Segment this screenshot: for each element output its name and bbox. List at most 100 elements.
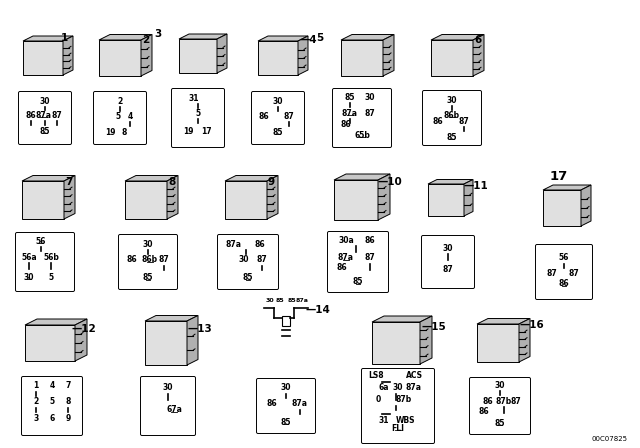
Text: 86: 86 bbox=[267, 400, 277, 409]
Text: 30: 30 bbox=[495, 380, 505, 389]
Polygon shape bbox=[341, 34, 394, 40]
Text: 30: 30 bbox=[266, 297, 275, 302]
Polygon shape bbox=[431, 40, 473, 76]
Text: 56a: 56a bbox=[21, 253, 37, 262]
Text: 86: 86 bbox=[483, 396, 493, 405]
Text: 30: 30 bbox=[365, 92, 375, 102]
FancyBboxPatch shape bbox=[422, 236, 474, 289]
Text: —14: —14 bbox=[306, 305, 331, 315]
Polygon shape bbox=[383, 34, 394, 76]
Polygon shape bbox=[378, 174, 390, 220]
Text: 86: 86 bbox=[479, 408, 490, 417]
Text: 86: 86 bbox=[559, 280, 570, 289]
Polygon shape bbox=[258, 41, 298, 75]
Text: 2: 2 bbox=[142, 35, 149, 45]
FancyBboxPatch shape bbox=[328, 232, 388, 293]
Text: 5: 5 bbox=[115, 112, 120, 121]
Text: 5: 5 bbox=[49, 272, 54, 281]
Text: 87b: 87b bbox=[396, 396, 412, 405]
Polygon shape bbox=[428, 180, 473, 184]
Text: 5: 5 bbox=[316, 33, 323, 43]
Text: 85: 85 bbox=[243, 273, 253, 283]
Polygon shape bbox=[477, 319, 530, 324]
Polygon shape bbox=[431, 34, 484, 40]
FancyBboxPatch shape bbox=[422, 90, 481, 146]
Text: 2: 2 bbox=[117, 96, 123, 105]
Text: LS8: LS8 bbox=[368, 371, 384, 380]
Text: 87: 87 bbox=[365, 254, 376, 263]
Polygon shape bbox=[25, 325, 75, 361]
Text: 87a: 87a bbox=[296, 297, 308, 302]
Polygon shape bbox=[23, 36, 73, 41]
FancyBboxPatch shape bbox=[536, 245, 593, 300]
Text: 87b: 87b bbox=[496, 396, 512, 405]
Text: 65b: 65b bbox=[354, 130, 370, 139]
Text: —16: —16 bbox=[520, 320, 545, 330]
Text: 85: 85 bbox=[143, 273, 153, 283]
Text: 86: 86 bbox=[337, 263, 348, 272]
Text: —13: —13 bbox=[188, 324, 212, 334]
Polygon shape bbox=[334, 174, 390, 180]
Polygon shape bbox=[372, 322, 420, 364]
Text: 8: 8 bbox=[122, 128, 127, 137]
Text: 3: 3 bbox=[154, 29, 161, 39]
Text: 87: 87 bbox=[511, 396, 522, 405]
Text: 85: 85 bbox=[447, 133, 457, 142]
Text: 87a: 87a bbox=[226, 240, 242, 249]
Text: 00C07825: 00C07825 bbox=[592, 436, 628, 442]
Text: 30: 30 bbox=[273, 96, 284, 105]
FancyBboxPatch shape bbox=[257, 379, 316, 434]
Bar bbox=[282, 316, 290, 326]
Text: 85: 85 bbox=[273, 128, 284, 137]
FancyBboxPatch shape bbox=[172, 89, 225, 147]
Text: 86b: 86b bbox=[444, 111, 460, 120]
Text: 2: 2 bbox=[33, 397, 38, 406]
Text: 0: 0 bbox=[376, 396, 381, 405]
Polygon shape bbox=[334, 180, 378, 220]
Text: 17: 17 bbox=[550, 169, 568, 182]
Text: 30: 30 bbox=[239, 255, 249, 264]
FancyBboxPatch shape bbox=[362, 369, 435, 444]
Text: FLI: FLI bbox=[392, 423, 404, 432]
FancyBboxPatch shape bbox=[218, 234, 278, 289]
Text: 5: 5 bbox=[195, 108, 200, 117]
Polygon shape bbox=[23, 41, 63, 75]
Text: 86: 86 bbox=[26, 111, 36, 120]
Text: 8: 8 bbox=[65, 397, 70, 406]
Text: 30: 30 bbox=[143, 240, 153, 249]
Text: 30: 30 bbox=[443, 244, 453, 253]
Text: 85: 85 bbox=[495, 418, 505, 427]
Text: 56: 56 bbox=[559, 254, 569, 263]
FancyBboxPatch shape bbox=[93, 91, 147, 145]
Text: 1: 1 bbox=[61, 33, 68, 43]
Text: 86: 86 bbox=[340, 120, 351, 129]
FancyBboxPatch shape bbox=[470, 378, 531, 435]
Text: 85: 85 bbox=[276, 297, 284, 302]
Text: 87a: 87a bbox=[342, 108, 358, 117]
Polygon shape bbox=[581, 185, 591, 226]
Polygon shape bbox=[372, 316, 432, 322]
Text: 86b: 86b bbox=[142, 255, 158, 264]
Text: 9: 9 bbox=[65, 414, 70, 422]
Text: 85: 85 bbox=[345, 92, 355, 102]
Text: 87: 87 bbox=[159, 255, 170, 264]
Text: 30: 30 bbox=[24, 272, 35, 281]
Text: —11: —11 bbox=[464, 181, 489, 191]
Text: 87: 87 bbox=[365, 108, 376, 117]
Text: 56: 56 bbox=[36, 237, 46, 246]
FancyBboxPatch shape bbox=[252, 91, 305, 145]
Text: 86: 86 bbox=[259, 112, 269, 121]
Text: 87a: 87a bbox=[406, 383, 422, 392]
Text: 6: 6 bbox=[49, 414, 54, 422]
Polygon shape bbox=[420, 316, 432, 364]
Text: 67a: 67a bbox=[166, 405, 182, 414]
Polygon shape bbox=[99, 34, 152, 40]
Text: 86: 86 bbox=[365, 236, 375, 245]
Polygon shape bbox=[145, 321, 187, 365]
Polygon shape bbox=[225, 181, 267, 219]
Text: 86: 86 bbox=[127, 255, 138, 264]
Text: 3: 3 bbox=[33, 414, 38, 422]
Text: WBS: WBS bbox=[396, 415, 416, 425]
Polygon shape bbox=[167, 176, 178, 219]
Text: 6a: 6a bbox=[379, 383, 389, 392]
